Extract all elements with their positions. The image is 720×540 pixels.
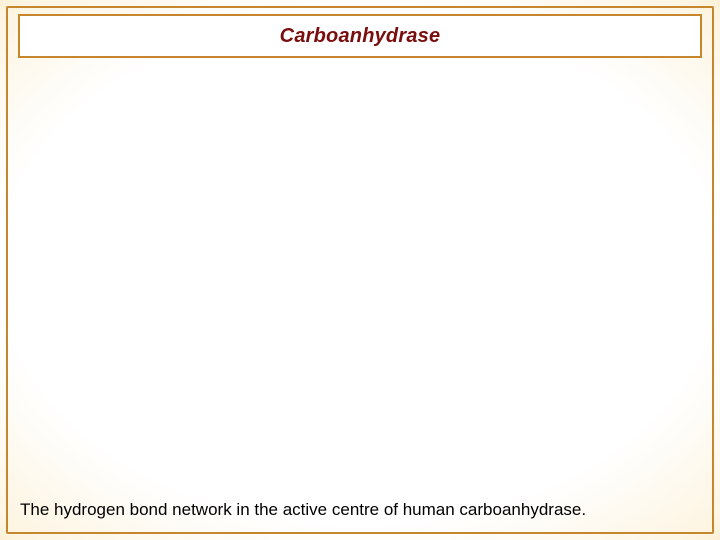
slide-border: [6, 6, 714, 534]
slide: Carboanhydrase The hydrogen bond network…: [0, 0, 720, 540]
title-box: Carboanhydrase: [18, 14, 702, 58]
slide-caption: The hydrogen bond network in the active …: [20, 499, 700, 522]
slide-title: Carboanhydrase: [280, 25, 441, 48]
